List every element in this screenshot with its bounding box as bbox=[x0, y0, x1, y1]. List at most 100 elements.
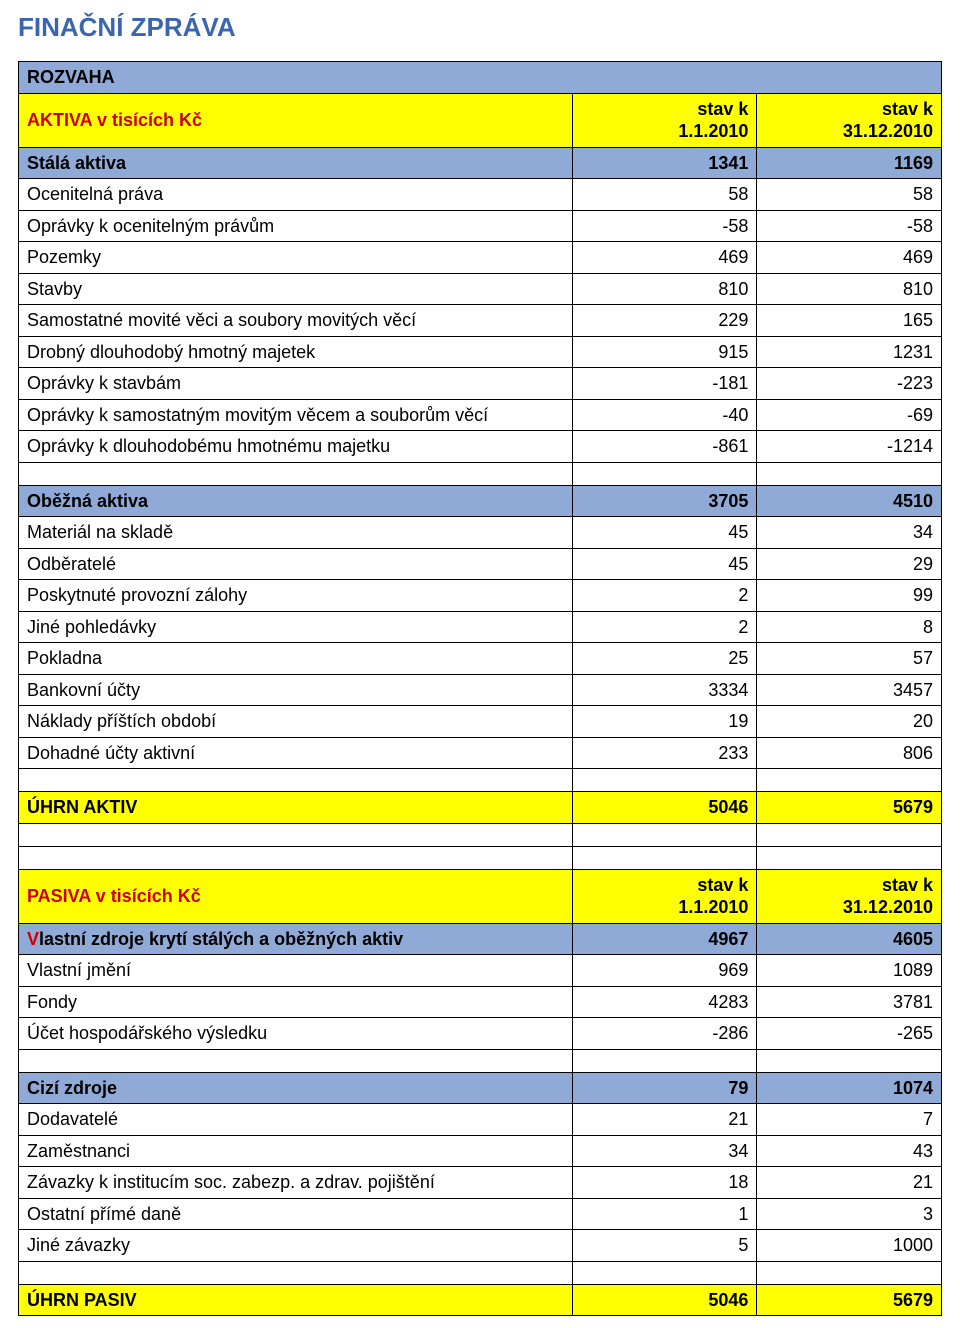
row-label: Odběratelé bbox=[19, 548, 573, 580]
page-title: FINAČNÍ ZPRÁVA bbox=[18, 12, 942, 43]
uhrn-pasiv-v1: 5046 bbox=[572, 1284, 757, 1316]
blank-cell bbox=[572, 846, 757, 869]
row-label: Jiné pohledávky bbox=[19, 611, 573, 643]
stala-aktiva-v1: 1341 bbox=[572, 147, 757, 179]
blank-cell bbox=[572, 769, 757, 792]
aktiva-row: Oprávky k stavbám-181-223 bbox=[19, 368, 942, 400]
vlastni-zdroje-label: Vlastní zdroje krytí stálých a oběžných … bbox=[19, 923, 573, 955]
aktiva-row: Odběratelé4529 bbox=[19, 548, 942, 580]
row-v1: 58 bbox=[572, 179, 757, 211]
blank-cell bbox=[19, 769, 573, 792]
row-v2: 165 bbox=[757, 305, 942, 337]
row-v2: 20 bbox=[757, 706, 942, 738]
uhrn-pasiv-row: ÚHRN PASIV50465679 bbox=[19, 1284, 942, 1316]
blank-cell bbox=[757, 846, 942, 869]
col1-header: stav k1.1.2010 bbox=[572, 869, 757, 923]
row-v2: 469 bbox=[757, 242, 942, 274]
row-v2: -223 bbox=[757, 368, 942, 400]
blank-cell bbox=[19, 462, 573, 485]
pasiva-row: Závazky k institucím soc. zabezp. a zdra… bbox=[19, 1167, 942, 1199]
blank-cell bbox=[572, 1261, 757, 1284]
aktiva-row: Oprávky k ocenitelným právům-58-58 bbox=[19, 210, 942, 242]
pasiva-header-row: PASIVA v tisících Kčstav k1.1.2010stav k… bbox=[19, 869, 942, 923]
row-v1: 18 bbox=[572, 1167, 757, 1199]
pasiva-header-label: PASIVA v tisících Kč bbox=[19, 869, 573, 923]
blank-cell bbox=[757, 462, 942, 485]
row-v2: -69 bbox=[757, 399, 942, 431]
row-v2: 34 bbox=[757, 517, 942, 549]
row-label: Ocenitelná práva bbox=[19, 179, 573, 211]
aktiva-row: Jiné pohledávky28 bbox=[19, 611, 942, 643]
row-v2: 806 bbox=[757, 737, 942, 769]
blank-cell bbox=[19, 846, 573, 869]
blank-row bbox=[19, 769, 942, 792]
uhrn-aktiv-label: ÚHRN AKTIV bbox=[19, 792, 573, 824]
row-v1: 4283 bbox=[572, 986, 757, 1018]
row-v1: 2 bbox=[572, 611, 757, 643]
row-v1: -181 bbox=[572, 368, 757, 400]
row-label: Dohadné účty aktivní bbox=[19, 737, 573, 769]
obezna-aktiva-label: Oběžná aktiva bbox=[19, 485, 573, 517]
row-v1: 469 bbox=[572, 242, 757, 274]
row-v2: 3457 bbox=[757, 674, 942, 706]
row-v2: 29 bbox=[757, 548, 942, 580]
aktiva-row: Bankovní účty33343457 bbox=[19, 674, 942, 706]
row-label: Vlastní jmění bbox=[19, 955, 573, 987]
stala-aktiva-label: Stálá aktiva bbox=[19, 147, 573, 179]
uhrn-aktiv-v2: 5679 bbox=[757, 792, 942, 824]
section-title: ROZVAHA bbox=[19, 62, 942, 94]
row-v1: 5 bbox=[572, 1230, 757, 1262]
row-v1: 233 bbox=[572, 737, 757, 769]
row-v1: 229 bbox=[572, 305, 757, 337]
cizi-zdroje-label: Cizí zdroje bbox=[19, 1072, 573, 1104]
aktiva-row: Stavby810810 bbox=[19, 273, 942, 305]
blank-cell bbox=[19, 1049, 573, 1072]
row-v2: 1000 bbox=[757, 1230, 942, 1262]
row-v1: 45 bbox=[572, 548, 757, 580]
col2-header: stav k31.12.2010 bbox=[757, 93, 942, 147]
row-label: Oprávky k samostatným movitým věcem a so… bbox=[19, 399, 573, 431]
pasiva-row: Zaměstnanci3443 bbox=[19, 1135, 942, 1167]
blank-cell bbox=[19, 823, 573, 846]
row-label: Bankovní účty bbox=[19, 674, 573, 706]
aktiva-row: Oprávky k dlouhodobému hmotnému majetku-… bbox=[19, 431, 942, 463]
aktiva-row: Pokladna2557 bbox=[19, 643, 942, 675]
col2-header: stav k31.12.2010 bbox=[757, 869, 942, 923]
obezna-aktiva-v1: 3705 bbox=[572, 485, 757, 517]
row-v1: 34 bbox=[572, 1135, 757, 1167]
blank-cell bbox=[572, 1049, 757, 1072]
blank-cell bbox=[572, 462, 757, 485]
row-v1: 21 bbox=[572, 1104, 757, 1136]
aktiva-row: Dohadné účty aktivní233806 bbox=[19, 737, 942, 769]
row-label: Jiné závazky bbox=[19, 1230, 573, 1262]
aktiva-row: Oprávky k samostatným movitým věcem a so… bbox=[19, 399, 942, 431]
row-v1: 3334 bbox=[572, 674, 757, 706]
row-v2: 57 bbox=[757, 643, 942, 675]
row-v1: 25 bbox=[572, 643, 757, 675]
row-label: Drobný dlouhodobý hmotný majetek bbox=[19, 336, 573, 368]
row-v1: 1 bbox=[572, 1198, 757, 1230]
row-v2: 99 bbox=[757, 580, 942, 612]
pasiva-row: Ostatní přímé daně13 bbox=[19, 1198, 942, 1230]
aktiva-row: Pozemky469469 bbox=[19, 242, 942, 274]
row-label: Náklady příštích období bbox=[19, 706, 573, 738]
row-label: Stavby bbox=[19, 273, 573, 305]
stala-aktiva-v2: 1169 bbox=[757, 147, 942, 179]
row-label: Fondy bbox=[19, 986, 573, 1018]
row-label: Závazky k institucím soc. zabezp. a zdra… bbox=[19, 1167, 573, 1199]
obezna-aktiva-v2: 4510 bbox=[757, 485, 942, 517]
row-v1: 969 bbox=[572, 955, 757, 987]
row-v1: -58 bbox=[572, 210, 757, 242]
blank-cell bbox=[19, 1261, 573, 1284]
blank-row bbox=[19, 823, 942, 846]
blank-cell bbox=[757, 769, 942, 792]
row-v2: -58 bbox=[757, 210, 942, 242]
obezna-aktiva-row: Oběžná aktiva37054510 bbox=[19, 485, 942, 517]
pasiva-row: Účet hospodářského výsledku-286-265 bbox=[19, 1018, 942, 1050]
blank-cell bbox=[757, 1049, 942, 1072]
row-v1: -861 bbox=[572, 431, 757, 463]
vlastni-zdroje-v2: 4605 bbox=[757, 923, 942, 955]
aktiva-row: Náklady příštích období1920 bbox=[19, 706, 942, 738]
blank-cell bbox=[757, 823, 942, 846]
row-v2: 8 bbox=[757, 611, 942, 643]
